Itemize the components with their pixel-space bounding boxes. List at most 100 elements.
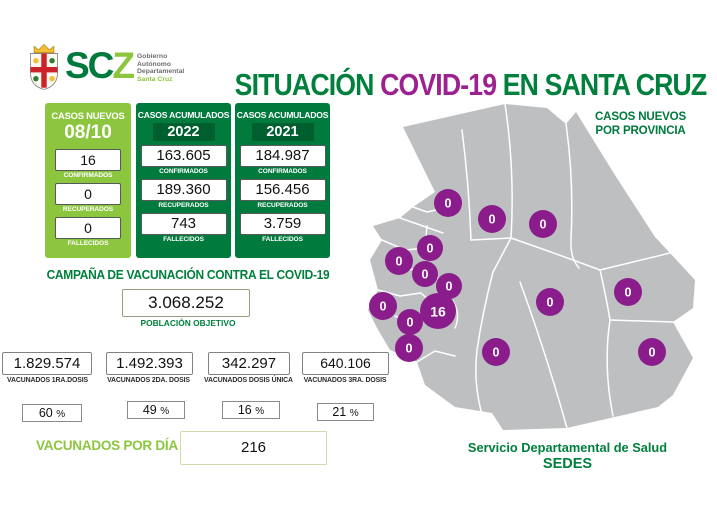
province-marker — [478, 205, 506, 233]
province-marker — [482, 338, 510, 366]
percent-value: 21 — [332, 405, 347, 419]
province-marker-value: 0 — [493, 346, 500, 360]
sedes-full-name: Servicio Departamental de Salud — [467, 440, 668, 455]
percent-value: 60 — [38, 406, 53, 420]
stat-label: FALLECIDOS — [67, 240, 109, 247]
province-borders — [377, 103, 674, 429]
department-outline — [368, 104, 695, 430]
year-badge: 2021 — [251, 123, 314, 141]
dose1-value: 1.829.574 — [2, 352, 92, 375]
province-marker — [529, 210, 557, 238]
panel-title: CASOS NUEVOS — [51, 110, 125, 121]
province-marker-value: 0 — [649, 346, 656, 360]
stat-value-fallecidos: 3.759 — [239, 213, 326, 235]
stat-value-recuperados: 0 — [55, 183, 121, 205]
province-marker-value: 16 — [430, 304, 446, 320]
map-title-line2: POR PROVINCIA — [595, 123, 686, 137]
logo-org-text: Gobierno Autónomo Departamental Santa Cr… — [137, 42, 184, 83]
org-line: Gobierno — [137, 53, 168, 60]
stat-label: RECUPERADOS — [257, 202, 308, 209]
map-title: CASOS NUEVOS POR PROVINCIA — [578, 110, 703, 137]
province-marker-value: 0 — [396, 255, 403, 269]
org-line-santa-cruz: Santa Cruz — [137, 75, 173, 83]
dose2-label: VACUNADOS 2DA. DOSIS — [107, 377, 190, 384]
dose2-value: 1.492.393 — [106, 352, 193, 375]
dose-unica-label: VACUNADOS DOSIS ÚNICA — [204, 377, 293, 384]
province-marker — [614, 278, 642, 306]
province-marker-value: 0 — [422, 268, 429, 282]
scz-z-letter: Z — [112, 45, 135, 86]
org-line: Departamental — [137, 68, 185, 76]
province-marker-value: 0 — [446, 280, 453, 294]
scz-sc-letters: SC — [65, 45, 114, 86]
province-marker-value: 0 — [427, 242, 434, 256]
dose3-value: 640.106 — [302, 352, 389, 375]
stat-label: CONFIRMADOS — [258, 168, 307, 175]
stat-value-recuperados: 189.360 — [140, 179, 227, 201]
dose3-percent: 21 % — [317, 403, 374, 421]
org-line: Autónomo — [137, 60, 171, 68]
province-marker — [420, 293, 456, 329]
percent-sign: % — [255, 406, 265, 417]
panel-acumulados-2022: CASOS ACUMULADOS 2022 163.605 CONFIRMADO… — [136, 103, 231, 258]
dose-unica-value: 342.297 — [208, 352, 290, 375]
province-marker — [369, 292, 397, 320]
coat-of-arms-icon — [30, 43, 58, 90]
dose1-label: VACUNADOS 1RA.DOSIS — [6, 377, 89, 384]
campaign-title: CAMPAÑA DE VACUNACIÓN CONTRA EL COVID-19 — [46, 268, 330, 282]
stat-value-fallecidos: 0 — [55, 217, 121, 239]
province-marker — [412, 261, 438, 287]
province-marker-value: 0 — [547, 296, 554, 310]
province-marker-value: 0 — [406, 342, 413, 356]
dose3-label: VACUNADOS 3RA. DOSIS — [303, 377, 387, 384]
vaccinated-per-day-label: VACUNADOS POR DÍA — [36, 438, 178, 453]
sedes-footer: Servicio Departamental de Salud SEDES — [425, 440, 710, 472]
province-marker — [385, 247, 413, 275]
title-covid19: COVID-19 — [380, 66, 497, 102]
stat-label: CONFIRMADOS — [159, 168, 208, 175]
target-population-value: 3.068.252 — [122, 289, 250, 317]
title-situacion: SITUACIÓN — [234, 66, 375, 102]
stat-label: FALLECIDOS — [262, 236, 303, 243]
stat-value-recuperados: 156.456 — [239, 179, 326, 201]
page-title: SITUACIÓN COVID-19 EN SANTA CRUZ — [234, 66, 708, 103]
dose1-percent: 60 % — [22, 404, 82, 422]
stat-value-fallecidos: 743 — [140, 213, 227, 235]
province-marker-value: 0 — [380, 300, 387, 314]
percent-sign: % — [56, 409, 66, 420]
panel-casos-nuevos: CASOS NUEVOS 08/10 16 CONFIRMADOS 0 RECU… — [45, 103, 131, 258]
province-marker — [395, 334, 423, 362]
percent-value: 16 — [237, 403, 252, 417]
stat-label: CONFIRMADOS — [63, 172, 113, 179]
province-marker-value: 0 — [489, 213, 496, 227]
province-marker-value: 0 — [540, 218, 547, 232]
map-title-line1: CASOS NUEVOS — [594, 110, 686, 123]
province-marker-value: 0 — [445, 197, 452, 211]
panel-date: 08/10 — [64, 122, 112, 143]
province-marker — [436, 273, 462, 299]
stat-value-confirmados: 163.605 — [140, 145, 227, 167]
gobierno-scz-logo: SCZ Gobierno Autónomo Departamental Sant… — [26, 42, 184, 92]
panel-title: CASOS ACUMULADOS — [236, 110, 329, 120]
province-marker — [434, 189, 462, 217]
vaccinated-per-day-value: 216 — [180, 431, 327, 465]
panel-acumulados-2021: CASOS ACUMULADOS 2021 184.987 CONFIRMADO… — [235, 103, 330, 258]
percent-value: 49 — [142, 403, 157, 417]
dose2-percent: 49 % — [127, 401, 185, 419]
percent-sign: % — [349, 408, 359, 419]
stat-label: RECUPERADOS — [62, 206, 114, 213]
province-marker — [417, 235, 443, 261]
stat-label: RECUPERADOS — [158, 202, 209, 209]
province-marker — [638, 338, 666, 366]
province-marker-value: 0 — [407, 316, 414, 330]
stat-value-confirmados: 16 — [55, 149, 121, 171]
target-population-label: POBLACIÓN OBJETIVO — [140, 318, 236, 328]
dose-unica-percent: 16 % — [222, 401, 280, 419]
year-badge: 2022 — [152, 123, 215, 141]
province-marker — [536, 288, 564, 316]
stat-label: FALLECIDOS — [163, 236, 204, 243]
province-marker-value: 0 — [625, 286, 632, 300]
